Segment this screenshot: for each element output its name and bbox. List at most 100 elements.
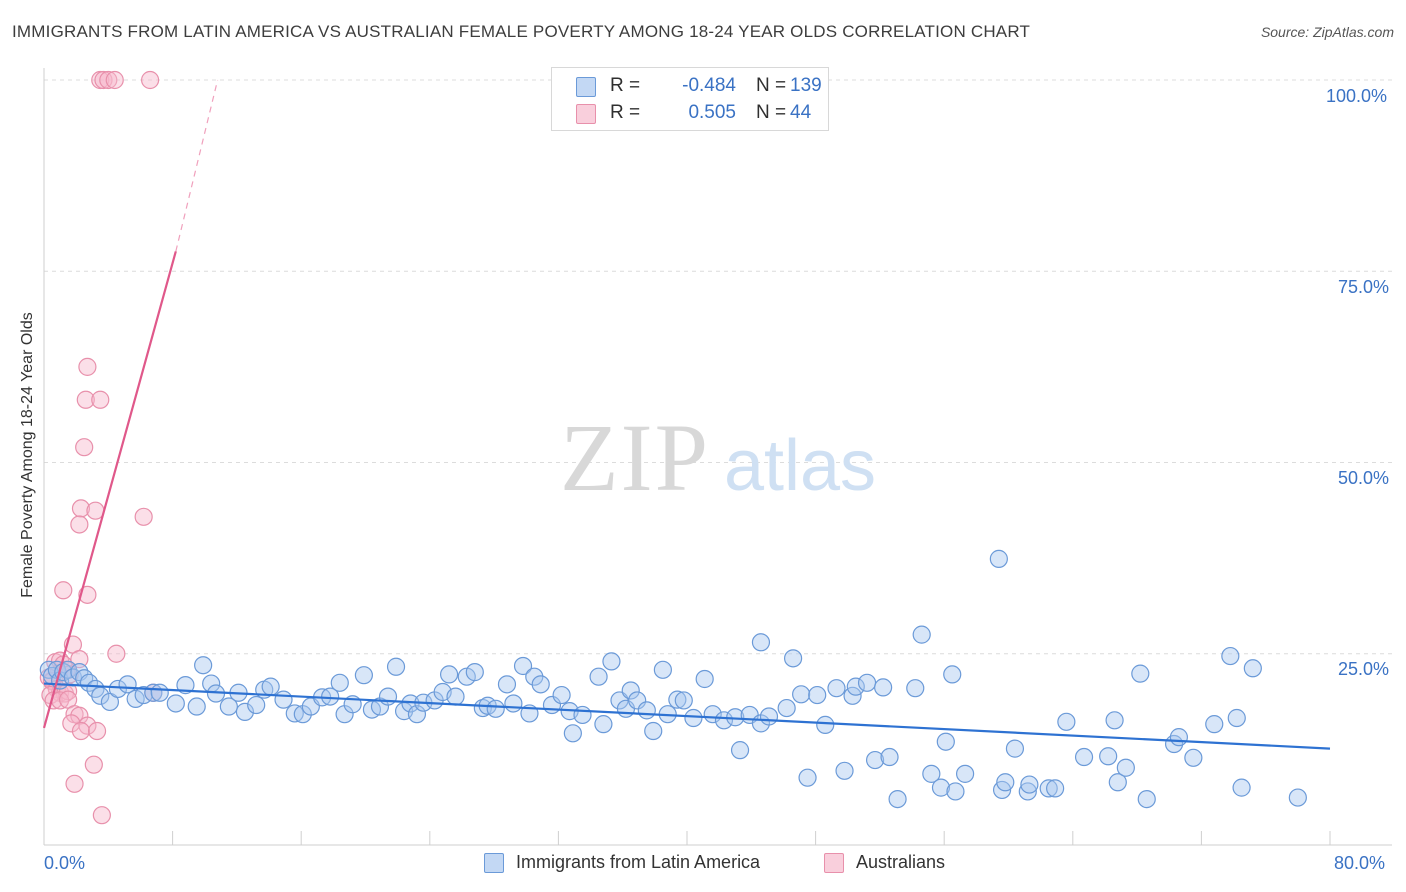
x-tick-min: 0.0% <box>44 853 86 873</box>
data-point <box>552 685 571 705</box>
legend-n-value: 139 <box>790 75 822 96</box>
grid-layer <box>44 79 1392 655</box>
watermark-atlas: atlas <box>724 426 876 506</box>
data-point <box>71 499 91 518</box>
data-point <box>187 697 206 716</box>
data-point <box>105 70 124 90</box>
data-point <box>247 695 266 715</box>
data-point <box>65 774 84 793</box>
data-point <box>751 633 771 652</box>
data-point <box>87 721 107 741</box>
data-point <box>1131 664 1150 683</box>
source-label: Source: ZipAtlas.com <box>1260 24 1394 40</box>
data-point <box>589 667 608 686</box>
legend-label: Australians <box>856 852 946 872</box>
data-point <box>621 681 640 700</box>
data-point <box>1137 789 1156 809</box>
data-point <box>808 685 827 705</box>
trend-line-australians <box>42 251 177 729</box>
correlation-legend: R = -0.484 N = 139 R = 0.505 N = 44 <box>551 67 829 131</box>
data-point <box>78 585 97 604</box>
legend-n-label: N = <box>756 75 787 96</box>
data-point <box>1108 773 1127 792</box>
data-point <box>1074 747 1094 767</box>
legend-swatch-pink <box>576 104 596 124</box>
data-point <box>76 390 95 409</box>
data-point <box>1243 659 1262 678</box>
data-point <box>888 789 907 809</box>
data-point <box>134 507 153 526</box>
data-point <box>906 679 925 698</box>
watermark-zip: ZIP <box>560 404 710 511</box>
data-point <box>166 694 185 713</box>
legend-r-label: R = <box>610 102 641 123</box>
data-point <box>70 515 89 534</box>
legend-swatch-blue <box>484 853 504 873</box>
data-point <box>71 721 91 741</box>
data-point <box>816 715 835 734</box>
data-point <box>108 679 128 699</box>
legend-swatch-blue <box>576 77 596 97</box>
data-point <box>684 708 703 728</box>
data-point <box>695 669 714 689</box>
legend-swatch-pink <box>824 853 844 873</box>
data-point <box>996 773 1015 792</box>
data-point <box>946 782 965 801</box>
data-point <box>91 390 110 409</box>
data-point <box>777 698 796 718</box>
data-point <box>465 663 484 682</box>
data-point <box>261 677 280 696</box>
data-point <box>1039 779 1058 798</box>
data-point <box>955 764 975 783</box>
data-point <box>1046 779 1065 798</box>
trend-layer <box>42 79 1331 750</box>
data-point <box>1018 782 1037 801</box>
data-point <box>75 438 94 457</box>
data-point <box>330 673 349 692</box>
data-point <box>668 690 687 709</box>
trend-line-australians-extension <box>175 79 219 252</box>
data-point <box>150 683 169 702</box>
data-point <box>407 705 427 724</box>
y-tick-50: 50.0% <box>1338 468 1390 488</box>
data-point <box>1221 646 1240 666</box>
data-point <box>62 714 81 733</box>
data-point <box>386 657 406 676</box>
data-point <box>176 676 195 695</box>
data-point <box>912 625 931 644</box>
data-point <box>835 761 854 780</box>
legend-r-value: 0.505 <box>688 102 736 123</box>
data-point <box>846 677 865 696</box>
data-point <box>274 690 293 709</box>
data-point <box>783 649 803 668</box>
data-point <box>857 673 877 692</box>
legend-label: Immigrants from Latin America <box>516 852 761 872</box>
trend-line-latin-america <box>43 682 1331 750</box>
data-point <box>759 707 779 726</box>
data-point <box>922 764 941 783</box>
data-point <box>1005 739 1025 758</box>
data-point <box>1232 778 1251 797</box>
data-point <box>1020 775 1039 794</box>
data-point <box>989 549 1008 568</box>
legend-r-value: -0.484 <box>682 75 736 96</box>
data-point <box>194 656 213 675</box>
axis-layer <box>43 68 1392 846</box>
data-point <box>54 581 73 600</box>
y-tick-100: 100.0% <box>1326 86 1388 106</box>
latin-america-points <box>39 549 1307 809</box>
data-point <box>730 741 750 760</box>
data-point <box>563 724 582 743</box>
data-point <box>1116 758 1135 777</box>
data-point <box>446 687 465 706</box>
data-point <box>827 679 846 698</box>
data-point <box>378 687 398 706</box>
data-point <box>1288 788 1307 807</box>
australians-points <box>39 70 163 825</box>
data-point <box>235 702 255 721</box>
y-tick-75: 75.0% <box>1338 277 1390 297</box>
data-point <box>1205 715 1224 734</box>
data-point <box>943 665 962 684</box>
data-point <box>931 778 951 797</box>
data-point <box>644 721 663 741</box>
